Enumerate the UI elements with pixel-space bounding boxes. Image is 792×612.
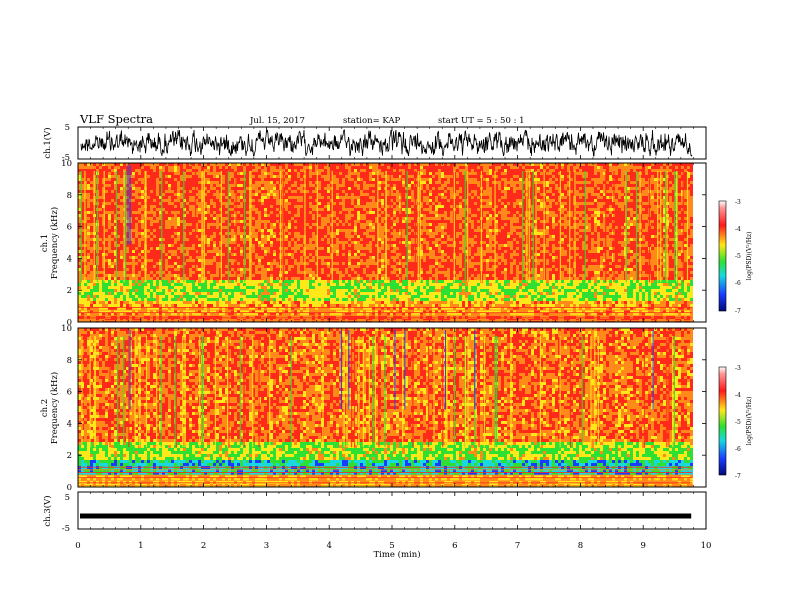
x-tick-label: 4 <box>326 541 331 551</box>
start-time-label: start UT = 5 : 50 : 1 <box>438 116 525 126</box>
x-tick-label: 8 <box>578 541 583 551</box>
ch1-ylabel: ch.1(V) <box>42 127 53 158</box>
ch1-waveform-panel: 5 -5 ch.1(V) <box>42 123 707 163</box>
ch1-spectrogram-panel: 0 2 4 6 8 10 ch.1 Frequency (kHz) <box>40 159 707 328</box>
cb2-tick-m5: -5 <box>735 419 741 426</box>
ch3-waveform-panel: 5 -5 ch.3(V) <box>42 491 707 534</box>
cb2-tick-m4: -4 <box>735 392 741 399</box>
ch3-ytick-bottom: -5 <box>62 524 70 534</box>
x-tick-label: 0 <box>75 541 80 551</box>
ch2-spec-ylabel-top: ch.2 <box>40 399 50 417</box>
freq-tick-label: 0 <box>67 483 72 493</box>
ch1-ytick-top: 5 <box>65 123 70 133</box>
ch1-spectrogram-image <box>78 163 706 322</box>
x-tick-label: 1 <box>138 541 143 551</box>
freq-tick-label: 4 <box>67 419 72 429</box>
ch2-spec-ylabel: Frequency (kHz) <box>49 372 60 444</box>
ch1-ytick-bottom: -5 <box>62 153 70 163</box>
x-tick-label: 9 <box>640 541 645 551</box>
x-tick-label: 3 <box>264 541 269 551</box>
freq-tick-label: 2 <box>67 451 72 461</box>
cb1-label: log(PSD)(V²/Hz) <box>746 232 753 281</box>
ch2-spectrogram-panel: 0 2 4 6 8 10 ch.2 Frequency (kHz) <box>40 324 707 493</box>
x-tick-label: 10 <box>701 541 712 551</box>
freq-tick-label: 6 <box>67 388 72 398</box>
cb2-label: log(PSD)(V²/Hz) <box>746 397 753 446</box>
ch1-spec-ylabel-top: ch.1 <box>40 234 50 252</box>
ch3-waveform-line <box>80 513 692 519</box>
x-tick-label: 6 <box>452 541 457 551</box>
ch1-spec-ylabel: Frequency (kHz) <box>49 207 60 279</box>
freq-tick-label: 10 <box>61 159 72 169</box>
freq-tick-label: 10 <box>61 324 72 334</box>
x-tick-label: 7 <box>515 541 520 551</box>
freq-tick-label: 8 <box>67 356 72 366</box>
figure-title: VLF Spectra <box>79 112 153 126</box>
cb2-tick-m6: -6 <box>735 446 741 453</box>
cb1-tick-m3: -3 <box>735 199 741 206</box>
cb1-tick-m6: -6 <box>735 280 741 287</box>
cb2-tick-m3: -3 <box>735 365 741 372</box>
ch3-ylabel: ch.3(V) <box>42 495 53 526</box>
ch2-colorbar: -3 -4 -5 -6 -7 log(PSD)(V²/Hz) <box>718 365 753 480</box>
freq-tick-label: 2 <box>67 286 72 296</box>
freq-tick-label: 4 <box>67 254 72 264</box>
cb1-tick-m5: -5 <box>735 253 741 260</box>
freq-tick-label: 6 <box>67 223 72 233</box>
ch1-waveform-line <box>80 129 693 157</box>
x-tick-label: 5 <box>389 541 394 551</box>
cb2-tick-m7: -7 <box>735 473 741 480</box>
ch2-spectrogram-image <box>78 328 706 487</box>
x-tick-label: 2 <box>201 541 206 551</box>
freq-tick-label: 0 <box>67 318 72 328</box>
freq-tick-label: 8 <box>67 191 72 201</box>
ch3-ytick-top: 5 <box>65 493 70 503</box>
cb1-tick-m7: -7 <box>735 308 741 315</box>
station-label: station= KAP <box>343 116 401 126</box>
cb1-tick-m4: -4 <box>735 226 741 233</box>
ch1-colorbar: -3 -4 -5 -6 -7 log(PSD)(V²/Hz) <box>718 199 753 315</box>
date-label: Jul. 15, 2017 <box>249 116 305 126</box>
x-axis-label: Time (min) <box>373 549 420 560</box>
